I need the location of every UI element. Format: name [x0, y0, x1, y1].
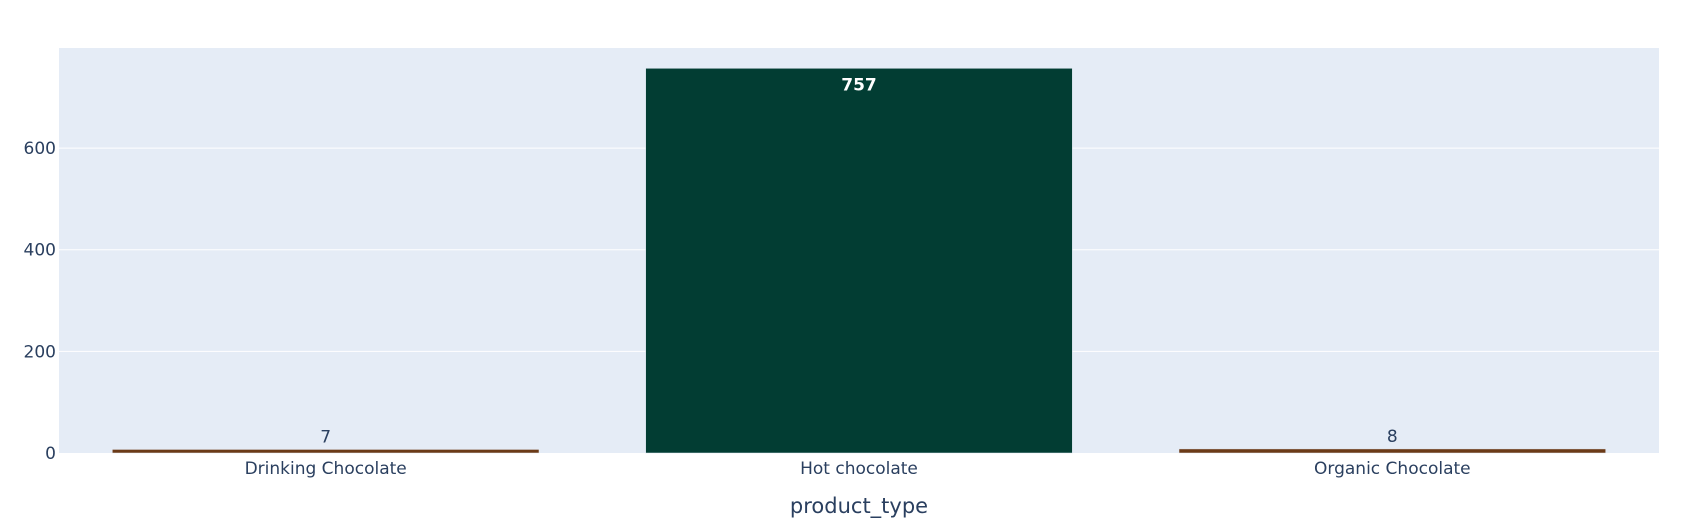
- bar[interactable]: [112, 449, 540, 454]
- bars: [112, 68, 1606, 454]
- x-tick-labels: Drinking Chocolate Hot chocolate Organic C…: [245, 459, 1471, 479]
- data-label: 7: [320, 427, 331, 447]
- y-tick-label: 200: [24, 342, 56, 362]
- x-axis-title: product_type: [790, 494, 928, 519]
- bar[interactable]: [1178, 448, 1606, 454]
- data-label: 757: [841, 75, 877, 95]
- data-label: 8: [1387, 427, 1398, 447]
- x-tick-label: Hot chocolate: [800, 459, 918, 479]
- y-tick-labels: 0 200 400 600: [24, 139, 56, 464]
- x-tick-label: Organic Chocolate: [1314, 459, 1471, 479]
- data-labels: 7 757 8: [320, 75, 1397, 447]
- y-tick-label: 400: [24, 241, 56, 261]
- y-tick-label: 600: [24, 139, 56, 159]
- x-tick-label: Drinking Chocolate: [245, 459, 407, 479]
- y-tick-label: 0: [45, 444, 56, 464]
- bar[interactable]: [645, 68, 1073, 454]
